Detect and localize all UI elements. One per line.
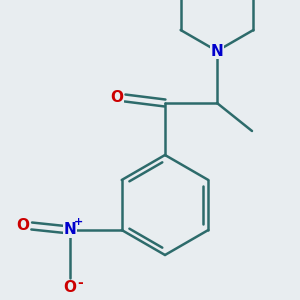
Text: +: +	[74, 217, 83, 227]
Text: N: N	[63, 223, 76, 238]
Text: O: O	[110, 91, 124, 106]
Text: O: O	[16, 218, 29, 233]
Text: O: O	[63, 280, 76, 296]
Text: -: -	[77, 276, 82, 290]
Text: N: N	[211, 44, 224, 59]
